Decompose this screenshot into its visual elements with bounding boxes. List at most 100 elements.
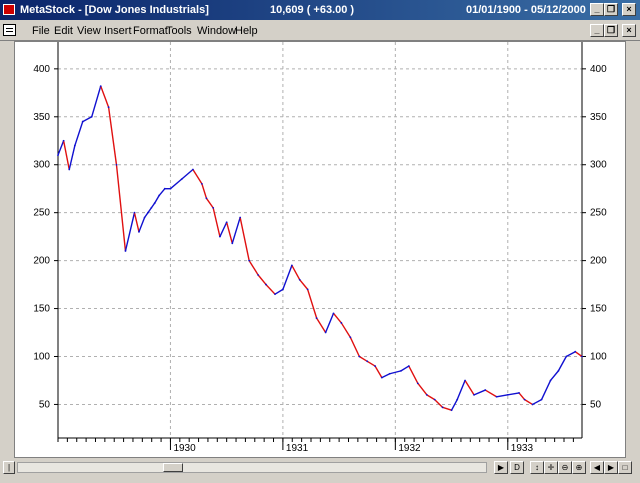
crosshair-icon[interactable]: ✛ <box>544 461 558 474</box>
menu-format[interactable]: Format <box>133 25 168 37</box>
series-segment <box>332 312 342 324</box>
x-tick-label: 1930 <box>173 443 196 454</box>
x-axis: 1930 1931 1932 1933 <box>57 437 582 454</box>
series-point <box>73 144 76 147</box>
periodicity-d-icon[interactable]: D <box>510 461 524 474</box>
status-bar: | ▶ D ↕ ✛ ⊖ ⊕ ◀ ▶ □ <box>0 458 640 483</box>
series-point <box>324 331 327 334</box>
menu-window[interactable]: Window <box>197 25 237 37</box>
series-point <box>400 369 402 372</box>
series-point <box>290 264 293 267</box>
series-point <box>298 278 301 281</box>
price-chart[interactable]: 50 100 150 200 250 300 350 400 50 100 150 200 250 30… <box>15 42 625 457</box>
series-point <box>380 376 383 379</box>
series-point <box>374 365 376 367</box>
series-point <box>192 168 194 171</box>
series-point <box>416 382 419 385</box>
y-tick-label-left: 300 <box>33 160 50 171</box>
zoom-in-icon[interactable]: ⊕ <box>572 461 586 474</box>
series-segment <box>557 356 567 372</box>
horizontal-scrollbar[interactable] <box>17 462 487 473</box>
series-point <box>239 216 242 219</box>
series-segment <box>456 380 466 400</box>
series-segment <box>169 178 183 190</box>
series-point <box>425 393 428 396</box>
title-bar: MetaStock - [Dow Jones Industrials] 10,6… <box>0 0 640 20</box>
doc-minimize-icon[interactable]: _ <box>590 24 604 37</box>
series-point <box>506 393 509 396</box>
series-segment <box>248 260 259 276</box>
next-arrow-icon[interactable]: ▶ <box>604 461 618 474</box>
series-point <box>81 120 84 123</box>
series-segment <box>549 370 559 381</box>
series-segment <box>205 197 214 209</box>
scrollbar-thumb[interactable] <box>163 463 183 472</box>
menu-bar: File Edit View Insert Format Tools Windo… <box>0 20 640 41</box>
series-point <box>315 317 318 320</box>
prev-arrow-icon[interactable]: ◀ <box>590 461 604 474</box>
doc-close-icon[interactable]: × <box>622 24 636 37</box>
series-segment <box>231 217 241 244</box>
series-point <box>565 355 568 358</box>
series-point <box>90 115 93 118</box>
zoom-out-icon[interactable]: ⊖ <box>558 461 572 474</box>
series-segment <box>239 217 250 261</box>
series-segment <box>225 222 233 244</box>
y-tick-label-right: 350 <box>590 112 607 123</box>
series-segment <box>124 212 136 252</box>
series-segment <box>219 221 228 237</box>
series-segment <box>138 217 146 233</box>
series-point <box>163 187 166 190</box>
series-point <box>257 274 260 276</box>
series-point <box>340 322 343 324</box>
menu-tools[interactable]: Tools <box>166 25 192 37</box>
series-segment <box>426 394 436 401</box>
series-segment <box>400 365 410 372</box>
y-tick-label-right: 100 <box>590 351 607 362</box>
series-segment <box>158 188 166 196</box>
close-icon[interactable]: × <box>622 3 636 16</box>
series-point <box>147 211 149 214</box>
y-tick-label-left: 200 <box>33 256 50 267</box>
series-segment <box>74 121 84 146</box>
series-segment <box>291 265 301 281</box>
vertical-scale-icon[interactable]: ↕ <box>530 461 544 474</box>
box-icon[interactable]: □ <box>618 461 632 474</box>
series-point <box>115 163 118 166</box>
series-point <box>281 288 284 291</box>
y-tick-label-left: 400 <box>33 64 50 75</box>
series-point <box>549 379 552 382</box>
series-segment <box>144 212 149 218</box>
series-point <box>201 183 203 185</box>
series-point <box>133 211 136 214</box>
series-segment <box>147 207 152 214</box>
series-segment <box>507 392 520 396</box>
document-menu-icon[interactable] <box>3 24 16 36</box>
scroll-left-arrow-icon[interactable]: | <box>3 461 15 474</box>
menu-insert[interactable]: Insert <box>104 25 132 37</box>
menu-view[interactable]: View <box>77 25 101 37</box>
series-segment <box>62 140 70 170</box>
play-icon[interactable]: ▶ <box>494 461 508 474</box>
minimize-icon[interactable]: _ <box>590 3 604 16</box>
doc-restore-icon[interactable]: ❐ <box>604 24 618 37</box>
series-point <box>107 106 110 109</box>
series-segment <box>442 406 452 411</box>
series-segment <box>133 212 140 233</box>
price-chart-panel[interactable]: 50 100 150 200 250 300 350 400 50 100 150 200 250 30… <box>14 41 626 458</box>
series-segment <box>464 380 475 396</box>
menu-file[interactable]: File <box>32 25 50 37</box>
series-segment <box>324 313 335 333</box>
series-point <box>225 221 228 224</box>
series-point <box>518 392 520 394</box>
restore-icon[interactable]: ❐ <box>604 3 618 16</box>
series-segment <box>265 284 276 295</box>
y-tick-label-left: 150 <box>33 304 50 315</box>
menu-help[interactable]: Help <box>235 25 258 37</box>
series-point <box>332 312 335 315</box>
menu-edit[interactable]: Edit <box>54 25 73 37</box>
y-tick-label-right: 250 <box>590 208 607 219</box>
series-segment <box>532 399 542 406</box>
series-segment <box>358 355 368 362</box>
series-point <box>153 202 156 204</box>
